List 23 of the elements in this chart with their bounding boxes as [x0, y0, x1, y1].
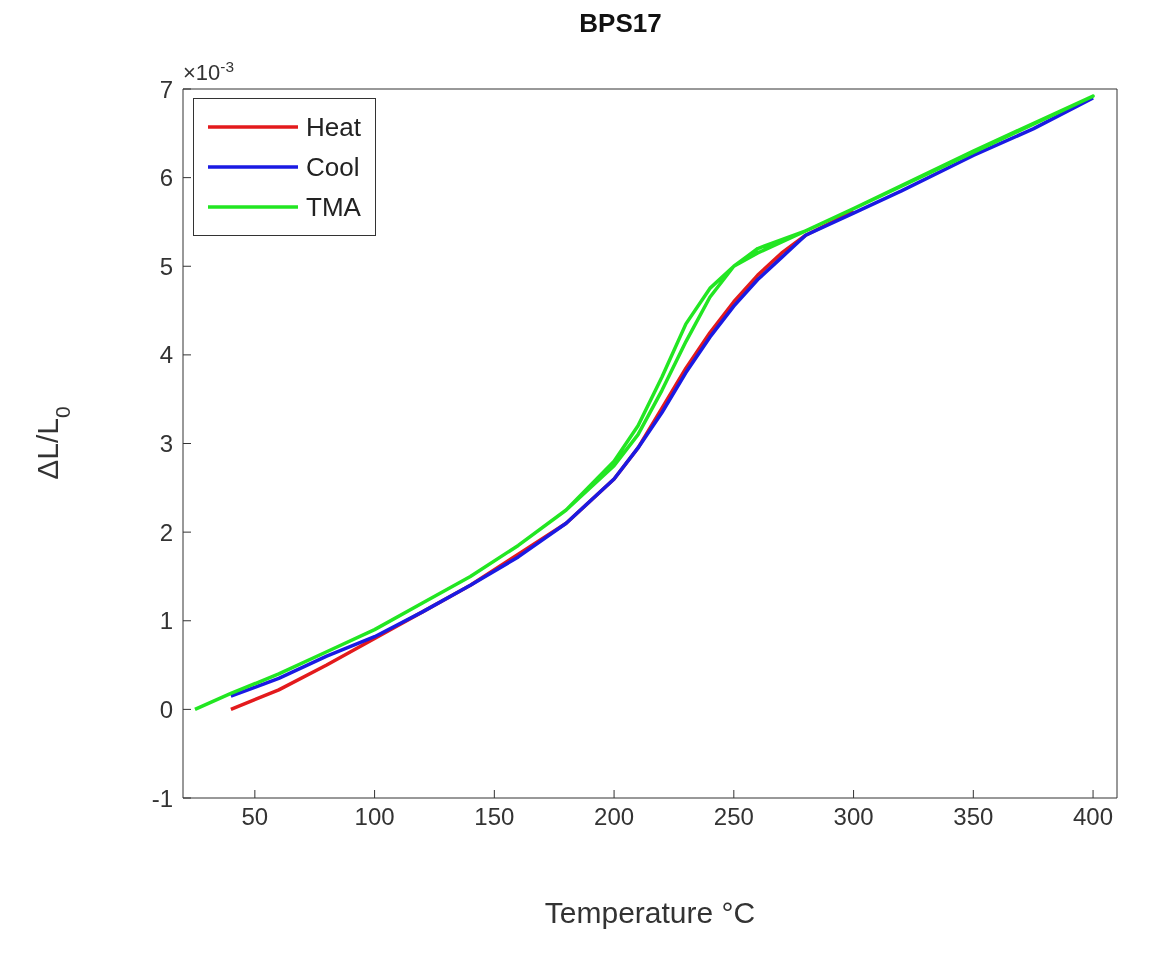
legend-label: TMA: [306, 191, 361, 224]
legend-label: Cool: [306, 151, 360, 184]
y-tick-label: 5: [159, 252, 173, 280]
x-axis-title: Temperature °C: [544, 896, 756, 929]
y-tick-label: 4: [159, 341, 173, 369]
y-tick-label: 2: [159, 518, 173, 546]
y-tick-label: 7: [159, 75, 173, 103]
y-tick-label: -1: [151, 784, 173, 812]
x-tick-label: 150: [474, 803, 515, 831]
y-tick-label: 1: [159, 607, 173, 635]
chart-title: BPS17: [579, 8, 662, 38]
legend-label: Heat: [306, 111, 361, 144]
y-tick-label: 0: [159, 695, 173, 723]
y-tick-label: 3: [159, 430, 173, 458]
text: ×10$^{-3}$: [183, 57, 235, 85]
x-tick-label: 250: [713, 803, 754, 831]
x-tick-label: 50: [241, 803, 269, 831]
y-tick-label: 6: [159, 164, 173, 192]
x-tick-label: 400: [1073, 803, 1114, 831]
x-tick-label: 350: [953, 803, 994, 831]
x-tick-label: 300: [833, 803, 874, 831]
x-tick-label: 100: [354, 803, 395, 831]
x-tick-label: 200: [594, 803, 635, 831]
